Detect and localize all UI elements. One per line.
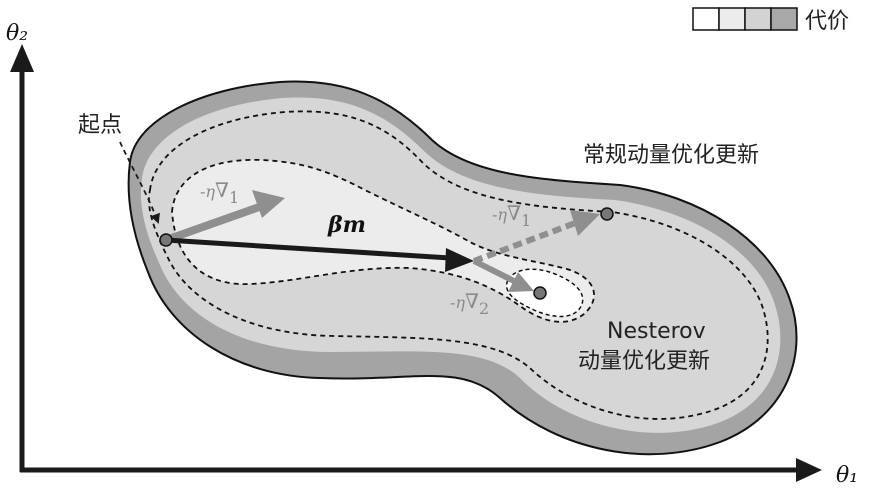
- legend-swatch-1: [692, 7, 720, 31]
- nesterov-label-line-1: Nesterov: [607, 319, 706, 344]
- legend-label: 代价: [805, 9, 849, 34]
- momentum-arrow-head: [445, 248, 474, 272]
- axes: [10, 44, 822, 482]
- start-point-marker: [159, 233, 173, 247]
- y-axis-arrowhead: [10, 44, 34, 72]
- nesterov-gradient-arrow-head: [508, 272, 534, 292]
- x-axis-arrowhead: [796, 458, 822, 482]
- legend-swatch-4: [770, 7, 798, 31]
- contour-dashed-outer: [148, 110, 769, 420]
- nesterov-gradient-arrow: [472, 258, 518, 285]
- gradient-arrow-1: [164, 202, 264, 244]
- standard-gradient-arrow: [472, 219, 580, 264]
- cost-legend: 代价: [692, 7, 849, 34]
- gradient-1-label: -η∇1: [200, 178, 239, 207]
- gradient-1b-label: -η∇1: [492, 201, 531, 230]
- nesterov-label-line-2: 动量优化更新: [578, 349, 710, 374]
- legend-swatch-2: [718, 7, 746, 31]
- momentum-arrow: [165, 237, 451, 261]
- nesterov-end-point-marker: [533, 286, 547, 300]
- momentum-term-label: βm: [327, 212, 366, 238]
- standard-momentum-label: 常规动量优化更新: [583, 143, 759, 168]
- gradient-arrow-1-head: [252, 190, 285, 218]
- standard-gradient-arrow-head: [570, 210, 600, 236]
- start-point-label: 起点: [78, 113, 122, 138]
- gradient-2-label: -η∇2: [450, 289, 489, 318]
- legend-swatch-3: [744, 7, 772, 31]
- x-axis-label: θ₁: [836, 463, 858, 488]
- standard-end-point-marker: [600, 207, 614, 221]
- y-axis-label: θ₂: [6, 21, 28, 46]
